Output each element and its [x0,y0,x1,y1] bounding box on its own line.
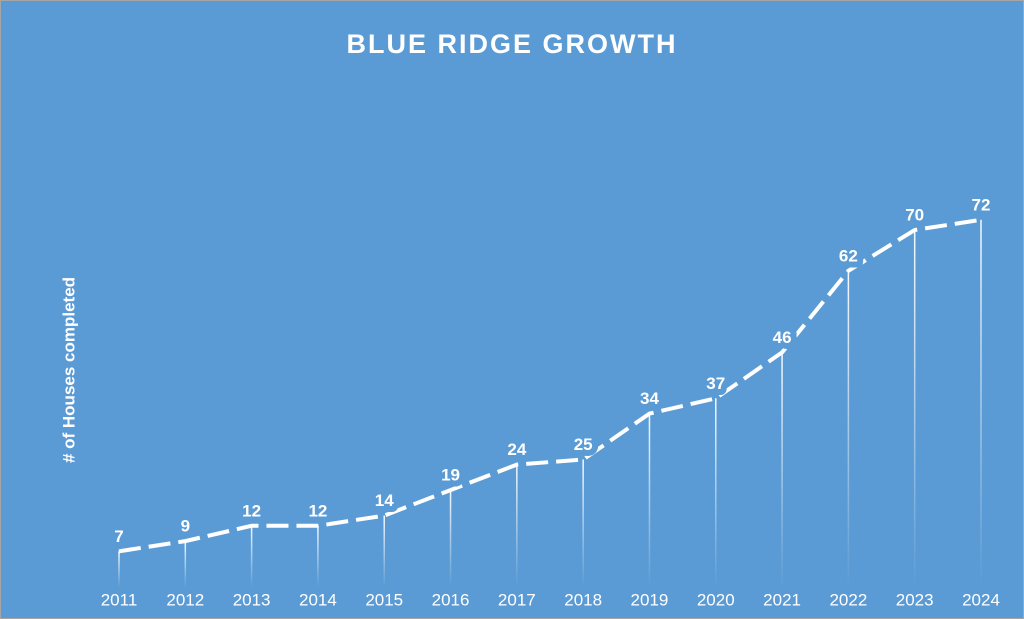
x-tick-label: 2016 [432,590,470,609]
drop-line [317,525,319,587]
data-label: 37 [706,374,725,393]
data-label: 24 [507,440,526,459]
x-tick-label: 2023 [896,590,934,609]
x-tick-label: 2021 [763,590,801,609]
data-label: 70 [905,205,924,224]
x-tick-label: 2014 [299,590,337,609]
drop-line [250,525,253,587]
line [118,217,982,554]
drop-line [648,413,651,587]
x-tick-label: 2019 [631,590,669,609]
drop-line [383,515,385,587]
drop-line [781,352,783,587]
data-label: 25 [574,435,593,454]
x-tick-label: 2017 [498,590,536,609]
drop-line [449,490,452,587]
drop-line [913,230,916,587]
data-label: 9 [181,517,190,536]
x-tick-label: 2013 [233,590,271,609]
data-label: 12 [308,501,327,520]
data-label: 19 [441,466,460,485]
x-tick-label: 2012 [166,590,204,609]
x-tick-label: 2022 [829,590,867,609]
x-tick-label: 2015 [365,590,403,609]
x-tick-label: 2024 [962,590,1000,609]
data-label: 14 [375,491,394,510]
y-axis-label: # of Houses completed [59,277,78,463]
x-tick-label: 2011 [101,590,138,609]
drop-line [118,551,120,587]
data-label: 46 [773,328,792,347]
data-label: 7 [114,527,123,546]
chart-title: BLUE RIDGE GROWTH [347,29,678,59]
x-tick-label: 2020 [697,590,735,609]
drop-line [715,398,717,587]
data-label: 72 [972,195,991,214]
x-tick-label: 2018 [564,590,602,609]
data-label: 62 [839,246,858,265]
drop-line [516,464,518,587]
drop-line [847,270,850,587]
data-label: 12 [242,501,261,520]
drop-line [184,541,187,587]
drop-line [980,219,982,588]
drop-line [582,459,584,587]
data-label: 34 [640,389,659,408]
